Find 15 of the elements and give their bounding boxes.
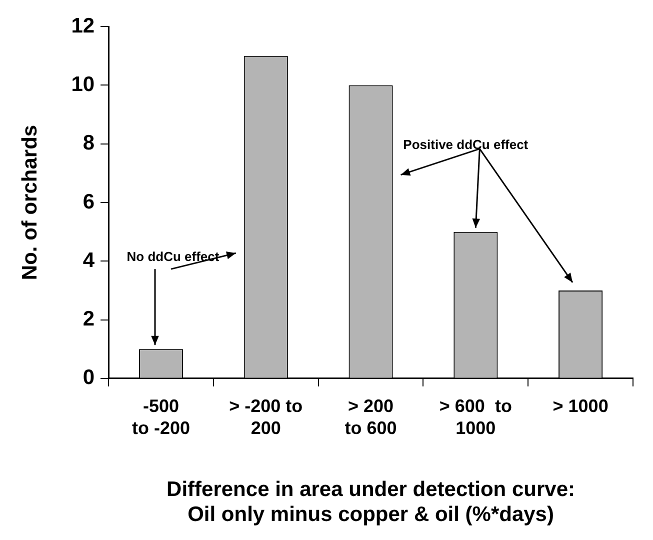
x-tick-label: > -200 to 200 [229,396,303,438]
x-tick-label: > 600 to 1000 [439,396,512,438]
annotation: Positive ddCu effect [403,136,528,152]
y-tick-label: 2 [82,308,95,331]
x-tick-label: > 200 to 600 [344,396,397,438]
y-tick-label: 4 [82,248,95,272]
y-tick-label: 0 [82,366,95,390]
y-axis-title: No. of orchards [18,124,42,280]
x-tick-label: -500 to -200 [132,396,190,438]
y-tick-label: 10 [71,73,95,96]
y-tick-label: 6 [82,190,95,214]
x-tick-label: > 1000 [552,396,608,416]
y-tick-label: 8 [82,132,95,155]
x-axis-title: Difference in area under detection curve: Oil only minus copper & oil (%*days) [166,478,576,526]
y-tick-label: 12 [71,14,95,38]
